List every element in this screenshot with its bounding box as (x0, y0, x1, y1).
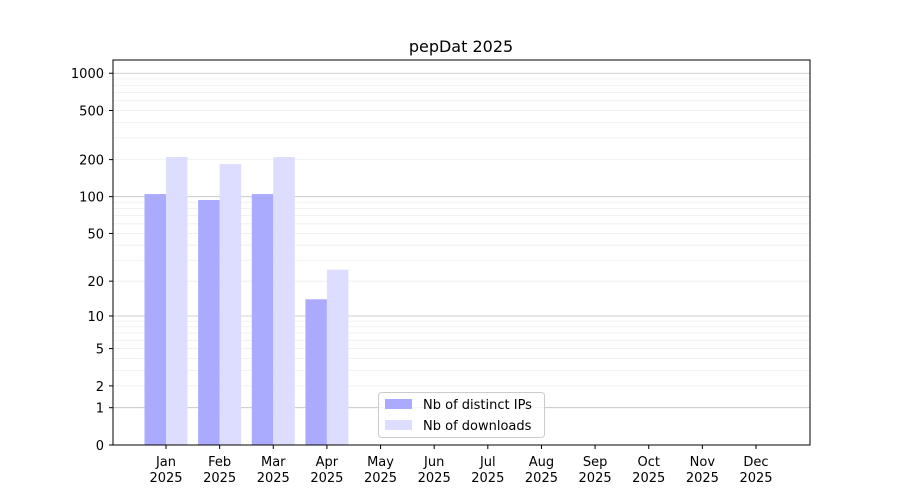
x-tick-label: 2025 (418, 471, 451, 486)
bar-downloads (273, 157, 295, 445)
x-tick-label: 2025 (149, 471, 182, 486)
x-tick-label: Mar (261, 455, 286, 470)
bar-distinct-ips (144, 194, 166, 445)
bar-distinct-ips (198, 199, 220, 445)
y-tick-label: 50 (87, 227, 104, 242)
x-tick-label: Jan (155, 455, 176, 470)
y-tick-label: 500 (79, 104, 104, 119)
x-tick-label: 2025 (525, 471, 558, 486)
y-tick-label: 100 (79, 191, 104, 206)
x-tick-label: 2025 (203, 471, 236, 486)
x-tick-label: May (367, 455, 394, 470)
x-tick-label: Jun (423, 455, 444, 470)
bar-downloads (219, 164, 242, 446)
legend-label: Nb of downloads (423, 419, 532, 434)
x-tick-label: 2025 (632, 471, 665, 486)
bar-distinct-ips (305, 299, 327, 445)
legend-swatch (385, 420, 412, 430)
x-tick-label: Apr (316, 455, 339, 470)
x-tick-label: Jul (479, 455, 496, 470)
chart-title: pepDat 2025 (409, 37, 513, 56)
x-tick-label: 2025 (257, 471, 290, 486)
y-axis: 0 1 2 5 10 20 50 100 200 500 1000 (71, 67, 113, 454)
legend-label: Nb of distinct IPs (423, 398, 532, 413)
legend: Nb of distinct IPs Nb of downloads (378, 392, 545, 438)
x-tick-label: Feb (208, 455, 231, 470)
bars (144, 157, 349, 446)
x-tick-label: Dec (743, 455, 768, 470)
bar-downloads (166, 157, 188, 445)
x-tick-label: 2025 (739, 471, 772, 486)
x-tick-label: Aug (529, 455, 554, 470)
bar-distinct-ips (251, 194, 274, 445)
bar-downloads (326, 269, 349, 445)
x-tick-label: 2025 (471, 471, 504, 486)
plot-frame (112, 59, 811, 446)
x-tick-label: 2025 (579, 471, 612, 486)
y-tick-label: 1000 (71, 67, 104, 82)
y-tick-label: 2 (96, 380, 104, 395)
x-tick-label: 2025 (310, 471, 343, 486)
x-tick-label: Sep (583, 455, 608, 470)
y-tick-label: 5 (96, 343, 104, 358)
y-tick-label: 200 (79, 154, 104, 169)
x-tick-label: 2025 (364, 471, 397, 486)
x-tick-label: Oct (637, 455, 659, 470)
legend-swatch (385, 399, 412, 409)
x-tick-label: Nov (690, 455, 716, 470)
y-tick-label: 1 (96, 402, 104, 417)
x-tick-label: 2025 (686, 471, 719, 486)
y-tick-label: 20 (87, 275, 104, 290)
legend-box (378, 392, 545, 438)
y-tick-label: 10 (87, 310, 104, 325)
y-tick-label: 0 (96, 439, 104, 454)
x-axis: Jan2025Feb2025Mar2025Apr2025May2025Jun20… (149, 445, 773, 486)
